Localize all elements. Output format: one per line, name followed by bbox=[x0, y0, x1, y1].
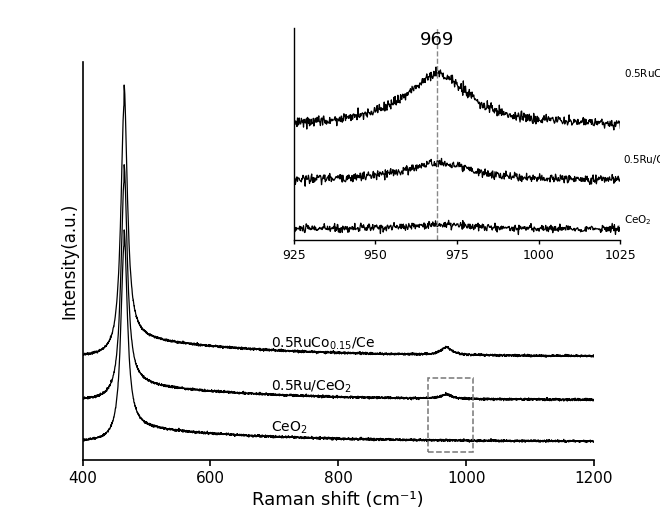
Text: CeO$_2$: CeO$_2$ bbox=[624, 214, 651, 227]
X-axis label: Raman shift (cm⁻¹): Raman shift (cm⁻¹) bbox=[252, 491, 424, 509]
Text: 0.5RuCo$_{0.15}$/Ce: 0.5RuCo$_{0.15}$/Ce bbox=[271, 335, 376, 352]
Y-axis label: Intensity(a.u.): Intensity(a.u.) bbox=[60, 203, 79, 320]
Text: 0.5Ru/CeO$_2$: 0.5Ru/CeO$_2$ bbox=[271, 379, 352, 396]
Bar bbox=[428, 378, 473, 452]
Text: 0.5RuCo$_{0.15}$/Ce: 0.5RuCo$_{0.15}$/Ce bbox=[624, 67, 660, 81]
Text: CeO$_2$: CeO$_2$ bbox=[271, 419, 308, 436]
Text: 0.5Ru/Ce: 0.5Ru/Ce bbox=[624, 155, 660, 165]
Text: 969: 969 bbox=[420, 32, 455, 49]
